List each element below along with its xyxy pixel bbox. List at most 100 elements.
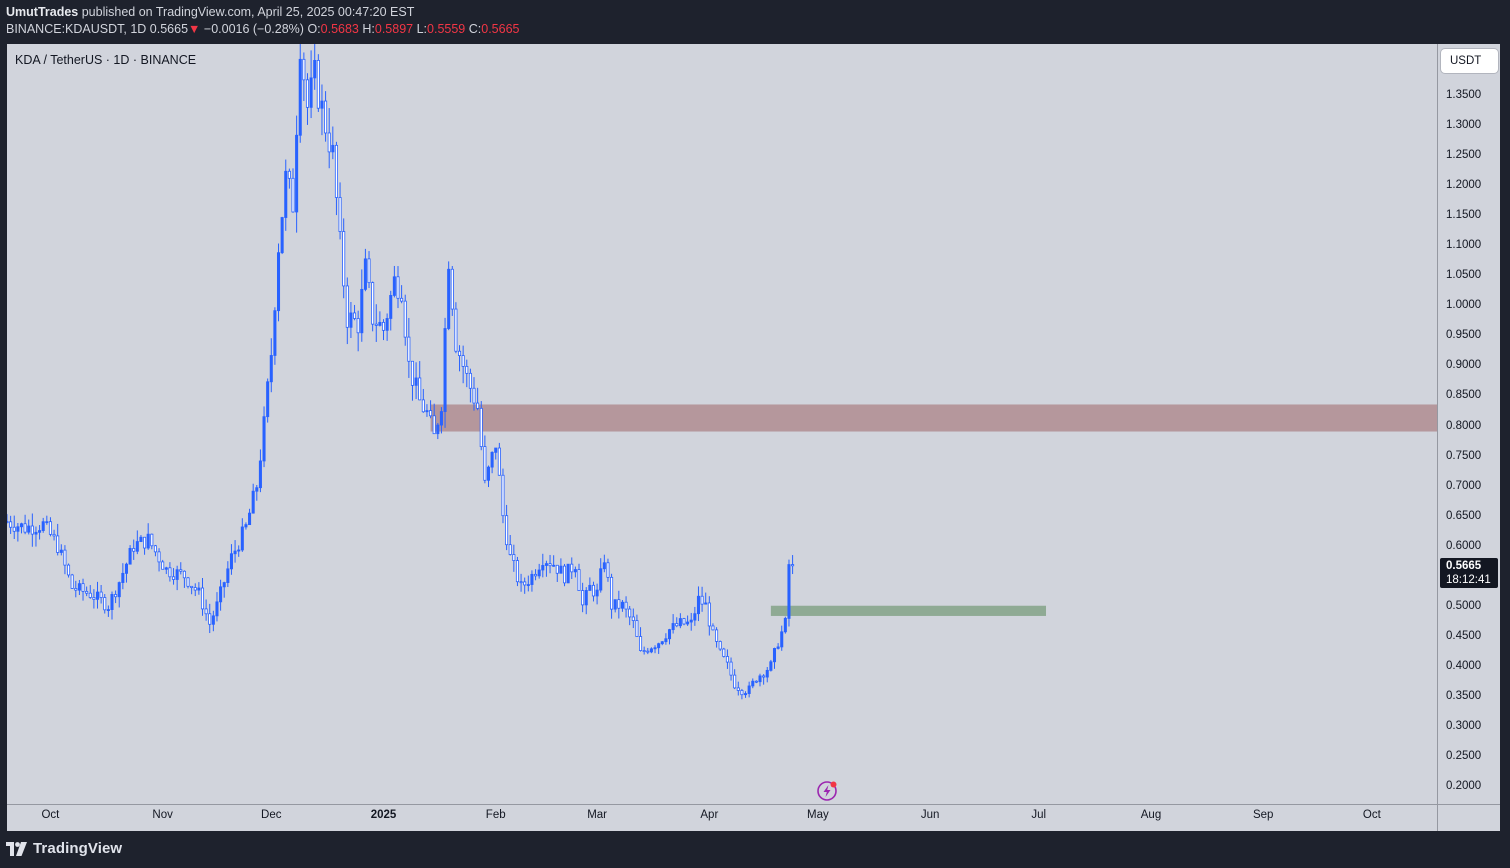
candle-body [707,602,711,627]
candle-body [494,447,498,453]
candle-body [287,170,291,179]
candle-body [508,544,512,555]
time-tick-label: Oct [41,809,60,821]
candle-body [776,646,780,649]
candle-body [410,360,414,386]
candle-body [588,584,592,591]
candle-body [711,625,715,631]
candle-body [671,623,675,631]
candle-body [559,565,563,574]
candle-body [211,615,215,625]
candle-body [356,318,360,334]
candle-body [639,636,643,651]
time-tick-label: Mar [587,809,607,821]
axis-separator [1437,44,1438,831]
low-label: L: [416,22,428,36]
candle-body [52,533,56,537]
publish-line: UmutTrades published on TradingView.com,… [6,5,414,19]
price-axis[interactable] [1438,44,1500,804]
time-tick-label: Nov [152,809,173,821]
candle-body [85,590,89,594]
candle-body [646,650,650,653]
candle-body [660,641,664,645]
last-price-label: 0.5665 18:12:41 [1440,558,1498,588]
candle-body [320,100,324,109]
author-name[interactable]: UmutTrades [6,5,79,19]
last-price-value: 0.5665 [1446,560,1482,572]
candle-body [628,608,632,618]
candle-body [56,535,60,553]
candle-body [367,258,371,284]
price-tick-label: 0.4000 [1446,659,1482,672]
currency-button[interactable]: USDT [1441,49,1498,73]
candle-body [421,399,425,413]
price-tick-label: 1.3000 [1446,119,1482,132]
ohlc-line: BINANCE:KDAUSDT, 1D 0.5665▼ −0.0016 (−0.… [6,22,519,36]
candle-body [606,562,610,578]
candle-body [164,567,168,570]
candle-body [186,577,190,587]
time-axis[interactable] [7,804,1437,832]
candle-body [240,526,244,551]
last-value: 0.5665 [149,22,189,36]
candle-body [537,569,541,577]
price-tick-label: 0.8000 [1446,419,1482,432]
candle-body [791,564,795,567]
candle-body [472,387,476,404]
tradingview-logo-icon [6,841,27,856]
candle-body [479,407,483,448]
lightning-icon[interactable] [816,780,838,802]
candle-body [334,144,338,198]
candle-body [117,582,121,598]
candle-body [544,563,548,566]
price-tick-label: 0.2500 [1446,749,1482,762]
price-tick-label: 1.2500 [1446,149,1482,162]
candle-body [363,258,367,290]
candle-body [512,554,516,561]
candle-body [7,521,9,524]
candle-body [88,592,92,598]
time-tick-label: Feb [485,809,506,821]
candle-body [48,521,52,535]
candle-body [34,531,38,535]
candle-body [414,377,418,386]
price-tick-label: 0.4500 [1446,629,1482,642]
candle-body [762,675,766,678]
candle-body [591,584,596,597]
candle-body [447,268,451,329]
candle-body [298,58,302,136]
candle-body [309,77,313,108]
candle-body [67,564,71,576]
candle-body [182,570,186,579]
candle-body [548,563,552,567]
candle-body [385,318,389,331]
candle-body [302,58,306,81]
candle-body [273,310,277,356]
bar-countdown: 18:12:41 [1446,574,1491,586]
candle-body [276,252,281,312]
close-label: C: [468,22,482,36]
candle-body [219,586,223,603]
candle-body [505,515,509,546]
candle-body [729,661,733,676]
candle-body [124,563,128,574]
candle-body [696,595,700,615]
candle-body [468,372,472,389]
candle-body [226,568,230,583]
candle-body [429,410,433,417]
symbol-title[interactable]: KDA / TetherUS · 1D · BINANCE [15,53,197,67]
candle-body [439,411,443,426]
candle-body [769,661,773,671]
candlestick-plot[interactable] [7,44,1437,804]
candle-body [77,583,81,591]
candle-body [407,336,411,362]
candle-body [381,321,386,331]
price-tick-label: 1.1000 [1446,239,1482,252]
close-value: 0.5665 [481,22,520,36]
candle-body [255,487,259,492]
candle-body [722,648,726,657]
tradingview-logo[interactable]: TradingView [6,840,122,857]
candle-body [613,599,617,610]
candle-body [103,597,107,611]
candle-body [74,588,78,591]
